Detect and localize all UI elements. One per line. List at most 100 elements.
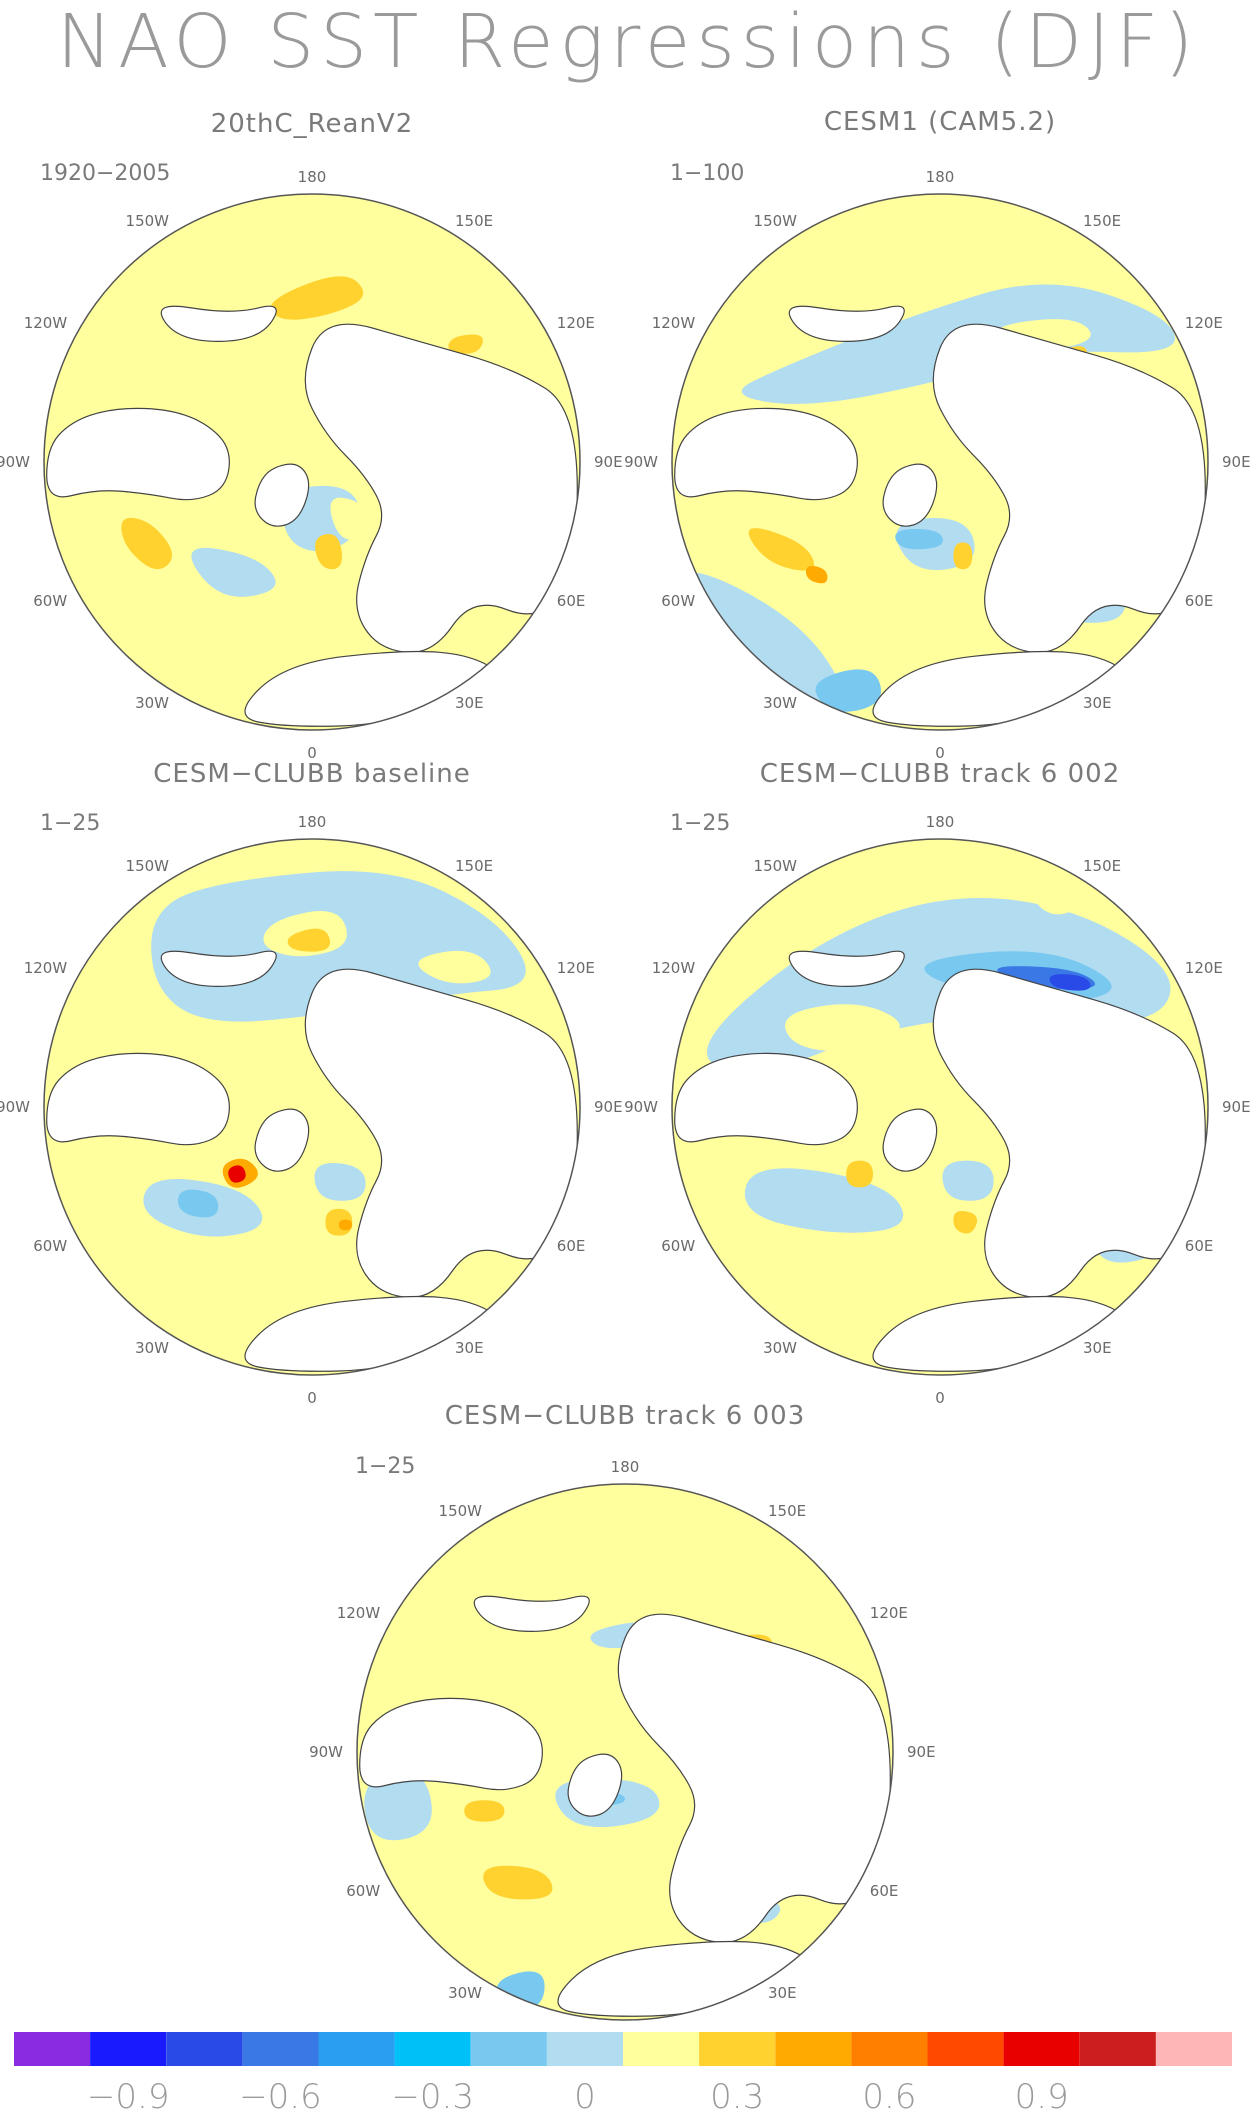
land-mask (254, 463, 310, 527)
longitude-label: 0 (307, 1389, 317, 1407)
longitude-label: 150W (754, 212, 798, 230)
longitude-label: 30E (455, 694, 484, 712)
colorbar-swatch (14, 2032, 91, 2066)
longitude-label: 150E (768, 1502, 806, 1520)
longitude-label: 180 (298, 813, 327, 831)
sst-anomaly-region (191, 547, 276, 597)
sst-anomaly-region (338, 1219, 353, 1231)
longitude-label: 150E (455, 212, 493, 230)
colorbar-label: 0.6 (862, 2077, 916, 2117)
longitude-label: 60E (1185, 1237, 1214, 1255)
colorbar-swatch (470, 2032, 547, 2066)
panel-title: CESM−CLUBB baseline (153, 759, 471, 789)
sst-anomaly-region (846, 1160, 873, 1188)
panel-period: 1−25 (355, 1454, 415, 1479)
longitude-label: 30E (768, 1984, 797, 2002)
land-mask (473, 1595, 590, 1633)
colorbar-swatch (166, 2032, 243, 2066)
longitude-label: 0 (935, 744, 945, 762)
sst-anomaly-region (895, 529, 943, 550)
longitude-label: 120E (557, 314, 595, 332)
panel-period: 1920−2005 (40, 161, 170, 186)
map-disk (672, 194, 1208, 730)
panel-period: 1−25 (40, 811, 100, 836)
land-mask (617, 1613, 891, 1944)
sst-anomaly-region (806, 565, 828, 584)
sst-anomaly-region (330, 497, 369, 540)
sst-anomaly-region (314, 1162, 366, 1201)
sst-anomaly-region (448, 334, 483, 354)
sst-anomaly-region (953, 1210, 978, 1234)
longitude-label: 150W (126, 212, 170, 230)
panel-title: CESM−CLUBB track 6 003 (445, 1401, 805, 1431)
map-boundary (671, 193, 1209, 731)
longitude-label: 90W (309, 1743, 343, 1761)
sst-anomaly-region (1029, 887, 1075, 915)
longitude-label: 120W (652, 959, 696, 977)
land-mask (304, 323, 578, 654)
longitude-label: 60W (33, 592, 67, 610)
map-boundary (43, 193, 581, 731)
longitude-label: 120W (337, 1604, 381, 1622)
longitude-label: 30W (763, 1339, 797, 1357)
longitude-label: 120E (557, 959, 595, 977)
map-panel-clubb-003: CESM−CLUBB track 6 003 1−25 180 150E 120E 90E… (309, 1401, 936, 2052)
sst-anomaly-region (418, 950, 491, 984)
map-disk (44, 194, 580, 730)
colorbar-label: −0.9 (87, 2077, 170, 2117)
map-panel-20thc: 20thC_ReanV2 1920−2005 180 150E 120E 90E 60E 30… (0, 109, 623, 762)
colorbar: −0.9 −0.6 −0.3 0 0.3 0.6 0.9 (14, 2032, 1232, 2117)
sst-anomaly-region (71, 601, 272, 681)
sst-anomaly-region (689, 1533, 837, 1627)
map-panel-clubb-002: CESM−CLUBB track 6 002 1−25 180 150E 120E 90E… (624, 759, 1251, 1407)
longitude-label: 180 (926, 813, 955, 831)
colorbar-label: 0.3 (710, 2077, 764, 2117)
panel-title: 20thC_ReanV2 (211, 109, 414, 139)
longitude-label: 150E (1083, 857, 1121, 875)
longitude-label: 120E (870, 1604, 908, 1622)
land-mask (882, 1108, 938, 1172)
longitude-label: 120E (1185, 959, 1223, 977)
sst-anomaly-region (178, 1189, 219, 1218)
map-disk (44, 839, 580, 1375)
panel-period: 1−100 (670, 161, 744, 186)
land-mask (46, 407, 230, 501)
sst-anomaly-region (843, 563, 948, 626)
sst-anomaly-region (1049, 974, 1091, 991)
map-panel-clubb-base: CESM−CLUBB baseline 1−25 180 150E 120E 90E 60E… (0, 759, 623, 1407)
longitude-label: 90E (594, 1098, 623, 1116)
longitude-label: 60E (1185, 592, 1214, 610)
sst-anomaly-region (464, 1800, 505, 1822)
land-mask (932, 323, 1206, 654)
land-mask (160, 950, 277, 988)
map-boundary (671, 838, 1209, 1376)
sst-anomaly-region (228, 1165, 246, 1183)
longitude-label: 150E (455, 857, 493, 875)
sst-anomaly-region (72, 1237, 249, 1323)
colorbar-swatch (775, 2032, 852, 2066)
panel-title: CESM−CLUBB track 6 002 (760, 759, 1120, 789)
sst-anomaly-region (315, 534, 342, 570)
longitude-label: 30W (135, 1339, 169, 1357)
colorbar-swatch (851, 2032, 928, 2066)
colorbar-label: −0.3 (391, 2077, 474, 2117)
sst-anomaly-region (483, 1865, 553, 1900)
longitude-label: 30E (1083, 1339, 1112, 1357)
longitude-label: 90E (594, 453, 623, 471)
main-title: NAO SST Regressions (DJF) (56, 0, 1200, 85)
map-panel-cesm1: CESM1 (CAM5.2) 1−100 180 150E 120E 90E 60E 30E 0… (624, 107, 1251, 762)
longitude-label: 150W (754, 857, 798, 875)
sst-anomaly-region (784, 1004, 900, 1052)
longitude-label: 30W (763, 694, 797, 712)
colorbar-swatch (1155, 2032, 1232, 2066)
sst-anomaly-region (748, 528, 815, 571)
sst-anomaly-region (364, 1770, 432, 1841)
land-mask (46, 1052, 230, 1146)
colorbar-swatch (90, 2032, 167, 2066)
longitude-label: 60W (661, 1237, 695, 1255)
colorbar-swatch (318, 2032, 395, 2066)
land-mask (932, 968, 1206, 1299)
colorbar-swatch (546, 2032, 623, 2066)
longitude-label: 90W (624, 453, 658, 471)
longitude-label: 150E (1083, 212, 1121, 230)
